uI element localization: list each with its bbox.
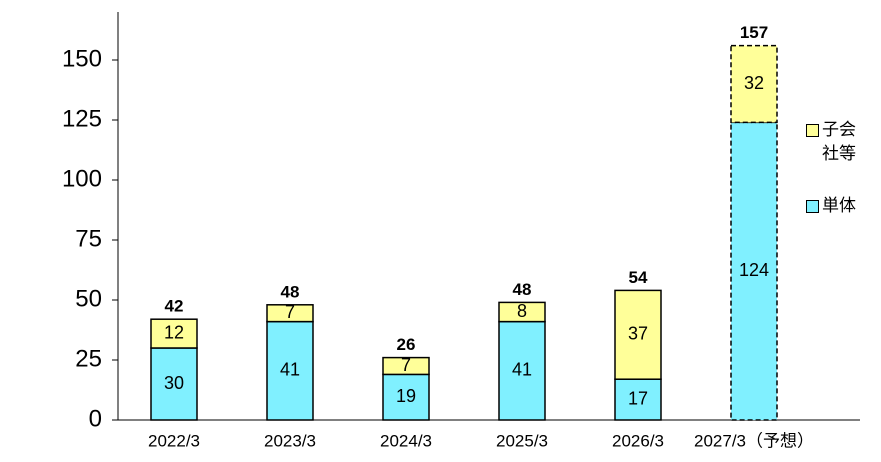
- value-label: 32: [744, 73, 764, 93]
- y-tick-label: 100: [62, 165, 102, 192]
- x-tick-label: 2027/3（予想）: [694, 431, 814, 450]
- value-label: 8: [517, 301, 527, 321]
- legend-item: 単体: [806, 194, 862, 218]
- bar-segment: [150, 318, 198, 349]
- y-tick-label: 50: [75, 285, 102, 312]
- value-label: 19: [396, 386, 416, 406]
- y-tick-label: 0: [89, 405, 102, 432]
- bar-segment: [730, 44, 778, 124]
- y-tick-label: 25: [75, 345, 102, 372]
- x-tick-label: 2026/3: [612, 431, 664, 450]
- legend-item: 子会社等: [806, 118, 862, 166]
- value-label: 12: [164, 322, 184, 342]
- y-tick-label: 125: [62, 105, 102, 132]
- bar-segment: [382, 356, 430, 376]
- value-label: 30: [164, 373, 184, 393]
- x-tick-label: 2025/3: [496, 431, 548, 450]
- bar-segment: [266, 304, 314, 323]
- value-label: 124: [739, 260, 769, 280]
- bar-segment: [730, 121, 778, 421]
- bar-segment: [614, 289, 662, 380]
- value-label: 17: [628, 388, 648, 408]
- value-label: 37: [628, 324, 648, 344]
- value-label: 7: [401, 355, 411, 375]
- x-tick-label: 2024/3: [380, 431, 432, 450]
- total-label: 48: [281, 282, 300, 301]
- value-label: 41: [512, 360, 532, 380]
- value-label: 7: [285, 302, 295, 322]
- bar-segment: [498, 301, 546, 323]
- value-label: 41: [280, 360, 300, 380]
- legend-label: 単体: [822, 196, 856, 215]
- y-tick-label: 75: [75, 225, 102, 252]
- total-label: 26: [397, 335, 416, 354]
- y-tick-label: 150: [62, 45, 102, 72]
- legend-label: 子会社等: [822, 120, 856, 163]
- total-label: 54: [629, 268, 648, 287]
- total-label: 157: [740, 23, 768, 42]
- legend-swatch: [806, 200, 819, 213]
- legend-swatch: [806, 124, 819, 137]
- x-tick-label: 2022/3: [148, 431, 200, 450]
- x-tick-label: 2023/3: [264, 431, 316, 450]
- bar-segment: [498, 320, 546, 421]
- bar-segment: [614, 378, 662, 421]
- total-label: 48: [513, 280, 532, 299]
- total-label: 42: [165, 297, 184, 316]
